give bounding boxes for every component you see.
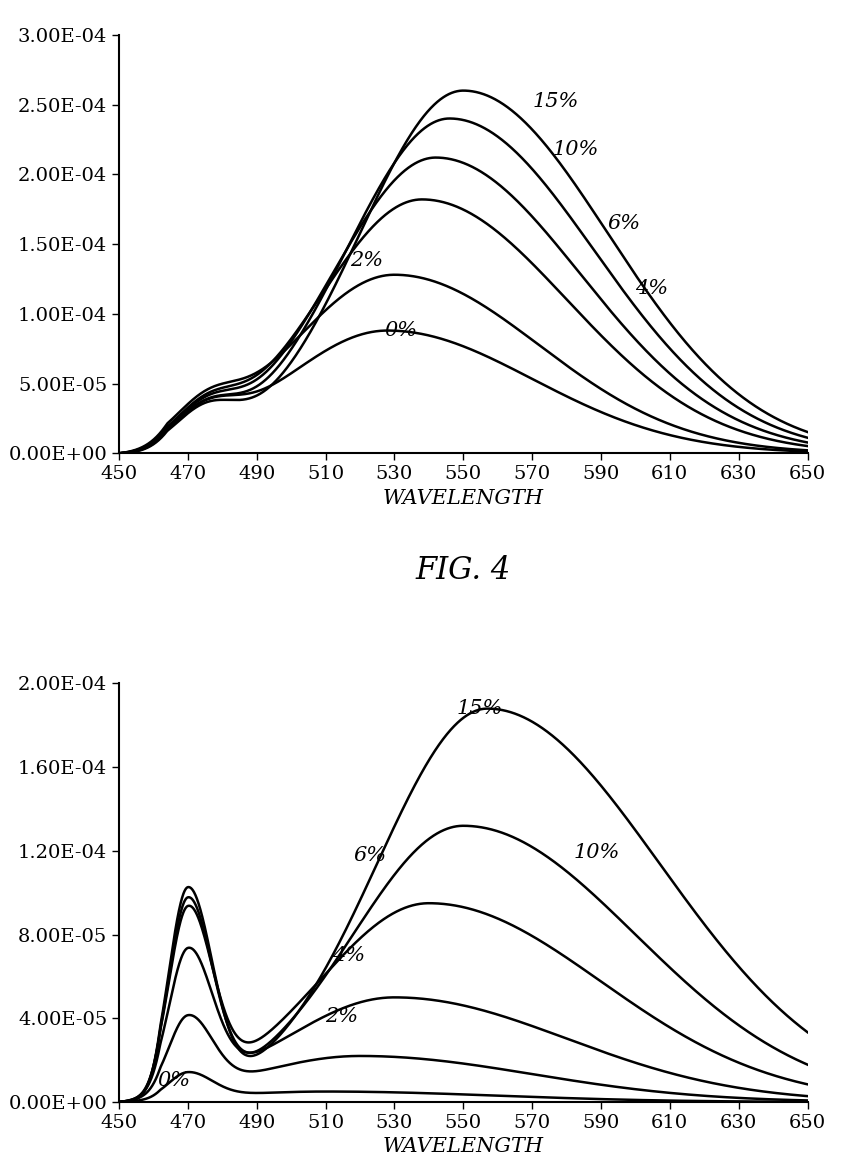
Text: FIG. 4: FIG. 4 [416,554,511,586]
Text: 0%: 0% [157,1071,190,1089]
Text: 15%: 15% [532,93,579,111]
Text: 15%: 15% [456,699,502,718]
Text: 10%: 10% [574,843,620,863]
Text: 6%: 6% [608,213,641,233]
Text: 4%: 4% [635,280,668,298]
X-axis label: WAVELENGTH: WAVELENGTH [382,488,544,508]
X-axis label: WAVELENGTH: WAVELENGTH [382,1137,544,1157]
Text: 6%: 6% [353,846,386,864]
Text: 10%: 10% [552,139,599,159]
Text: 4%: 4% [332,947,366,965]
Text: 0%: 0% [384,321,417,340]
Text: 2%: 2% [326,1007,359,1025]
Text: 2%: 2% [349,252,382,270]
